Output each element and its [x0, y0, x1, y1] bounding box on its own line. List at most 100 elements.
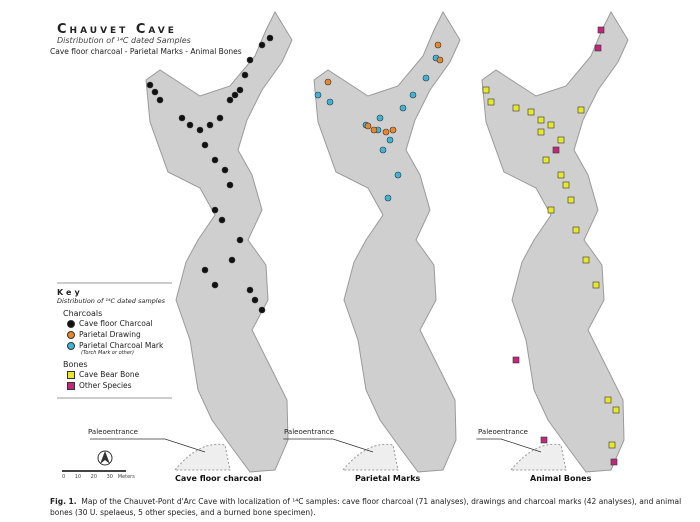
- sample-marker: [246, 56, 254, 64]
- sample-marker: [201, 266, 209, 274]
- paleoentrance-area: [341, 443, 399, 471]
- legend-item: Parietal Charcoal Mark: [67, 340, 172, 351]
- leader-line: [90, 438, 206, 453]
- sample-marker: [409, 91, 417, 99]
- sample-marker: [218, 216, 226, 224]
- sample-marker: [226, 96, 234, 104]
- yellow-square-icon: [67, 370, 75, 379]
- sample-marker: [206, 121, 214, 129]
- paleoentrance-area: [173, 443, 231, 471]
- paleoentrance-label: Paleoentrance: [478, 428, 528, 436]
- sample-marker: [562, 181, 570, 189]
- legend-item: Cave floor Charcoal: [67, 318, 172, 329]
- cave-outline: [145, 10, 293, 473]
- sample-marker: [572, 226, 580, 234]
- legend-item: Other Species: [67, 380, 172, 391]
- legend-item: Cave Bear Bone: [67, 369, 172, 380]
- north-arrow-icon: [97, 450, 113, 466]
- legend: Key Distribution of ¹⁴C dated samples Ch…: [57, 282, 172, 399]
- sample-marker: [610, 458, 618, 466]
- leader-line: [476, 438, 542, 453]
- sample-marker: [512, 104, 520, 112]
- sample-marker: [389, 126, 397, 134]
- scale-tick: 30: [106, 474, 113, 480]
- sample-marker: [542, 156, 550, 164]
- sample-marker: [196, 126, 204, 134]
- scale-bar: 0 10 20 30 Meters: [62, 474, 135, 480]
- sample-marker: [211, 156, 219, 164]
- figure-caption: Fig. 1. Map of the Chauvet-Pont d'Arc Ca…: [50, 496, 690, 518]
- legend-label: Other Species: [79, 381, 132, 390]
- scale-tick: 10: [74, 474, 82, 480]
- sample-marker: [216, 114, 224, 122]
- sample-marker: [597, 26, 605, 34]
- legend-label: Cave Bear Bone: [79, 370, 140, 379]
- scale-tick: 20: [90, 474, 98, 480]
- sample-marker: [376, 114, 384, 122]
- sample-marker: [211, 281, 219, 289]
- magenta-square-icon: [67, 381, 75, 390]
- sample-marker: [236, 236, 244, 244]
- orange-dot-icon: [67, 330, 75, 339]
- sample-marker: [512, 356, 520, 364]
- cave-outline: [313, 10, 461, 473]
- sample-marker: [241, 71, 249, 79]
- cave-outline: [481, 10, 629, 473]
- sample-marker: [251, 296, 259, 304]
- sample-marker: [314, 91, 322, 99]
- sample-marker: [394, 171, 402, 179]
- sample-marker: [608, 441, 616, 449]
- legend-group-bones: Bones: [63, 360, 88, 369]
- legend-item: Parietal Drawing: [67, 329, 172, 340]
- legend-label: Cave floor Charcoal: [79, 319, 153, 328]
- sample-marker: [226, 181, 234, 189]
- map-subtitle: Distribution of ¹⁴C dated Samples: [57, 36, 191, 45]
- sample-marker: [582, 256, 590, 264]
- legend-group-charcoals: Charcoals: [63, 309, 103, 318]
- sample-marker: [487, 98, 495, 106]
- sample-marker: [537, 116, 545, 124]
- sample-marker: [326, 98, 334, 106]
- sample-marker: [186, 121, 194, 129]
- sample-marker: [594, 44, 602, 52]
- panel-label: Animal Bones: [530, 474, 592, 483]
- sample-marker: [211, 206, 219, 214]
- sample-marker: [577, 106, 585, 114]
- sample-marker: [231, 91, 239, 99]
- sample-marker: [592, 281, 600, 289]
- panel-label: Cave floor charcoal: [175, 474, 262, 483]
- sample-marker: [178, 114, 186, 122]
- sample-marker: [612, 406, 620, 414]
- sample-marker: [258, 306, 266, 314]
- sample-marker: [236, 86, 244, 94]
- scale-tick: 0: [62, 474, 66, 480]
- paleoentrance-label: Paleoentrance: [284, 428, 334, 436]
- sample-marker: [382, 128, 390, 136]
- sample-marker: [221, 166, 229, 174]
- paleoentrance-label: Paleoentrance: [88, 428, 138, 436]
- scale-unit: Meters: [117, 474, 135, 480]
- leader-line: [283, 438, 374, 453]
- sample-marker: [422, 74, 430, 82]
- sample-marker: [436, 56, 444, 64]
- caption-label: Fig. 1.: [50, 497, 77, 506]
- black-dot-icon: [67, 319, 75, 328]
- sample-marker: [151, 88, 159, 96]
- legend-title: Key: [57, 288, 83, 297]
- legend-note: (Torch Mark or other): [81, 350, 134, 356]
- sample-marker: [379, 146, 387, 154]
- legend-label: Parietal Charcoal Mark: [79, 341, 164, 350]
- sample-marker: [246, 286, 254, 294]
- paleoentrance-area: [509, 443, 567, 471]
- legend-label: Parietal Drawing: [79, 330, 141, 339]
- sample-marker: [557, 171, 565, 179]
- sample-marker: [228, 256, 236, 264]
- sample-marker: [552, 146, 560, 154]
- map-title: Chauvet Cave: [57, 22, 177, 37]
- sample-marker: [482, 86, 490, 94]
- sample-marker: [547, 121, 555, 129]
- legend-subtitle: Distribution of ¹⁴C dated samples: [57, 297, 166, 305]
- sample-marker: [386, 136, 394, 144]
- sample-marker: [384, 194, 392, 202]
